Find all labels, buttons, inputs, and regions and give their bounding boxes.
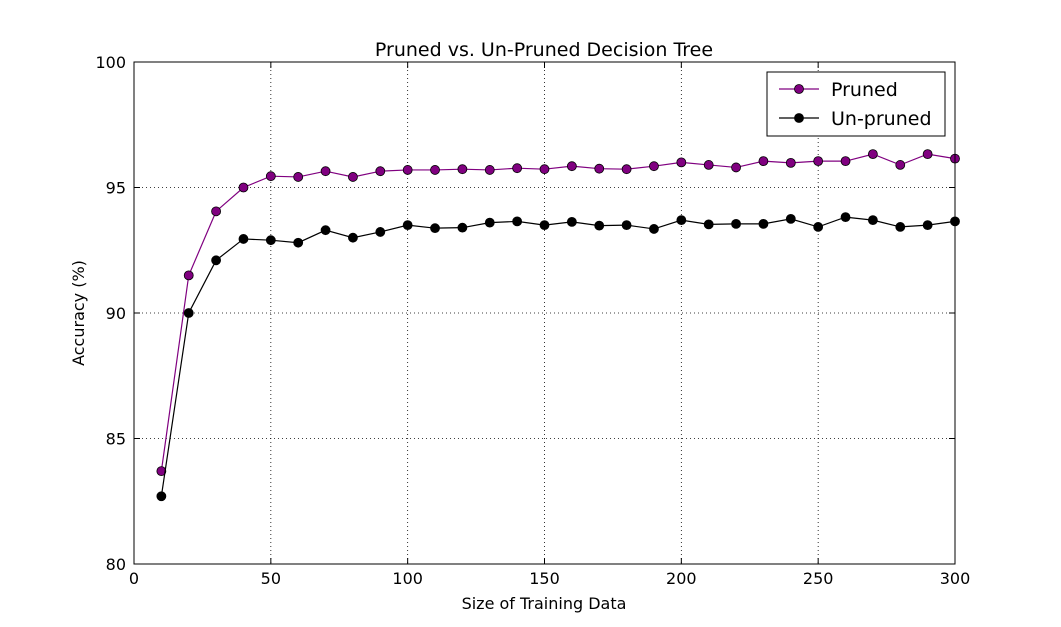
- data-point-un-pruned: [758, 218, 769, 229]
- data-point-un-pruned: [594, 220, 605, 231]
- x-tick-label: 50: [261, 569, 281, 588]
- series-pruned: [156, 149, 960, 477]
- data-point-un-pruned: [922, 220, 933, 231]
- legend: Pruned Un-pruned: [766, 71, 946, 137]
- y-tick-label: 85: [106, 430, 126, 449]
- data-point-un-pruned: [293, 237, 304, 248]
- data-point-pruned: [402, 165, 413, 175]
- legend-label-unpruned: Un-pruned: [831, 108, 932, 130]
- data-point-pruned: [238, 182, 249, 193]
- y-tick-label: 100: [95, 53, 126, 72]
- data-point-un-pruned: [375, 227, 386, 237]
- x-tick-label: 100: [392, 569, 423, 588]
- series-layer: [156, 149, 960, 502]
- data-point-pruned: [703, 160, 714, 170]
- data-point-pruned: [320, 166, 331, 177]
- data-point-un-pruned: [676, 215, 687, 226]
- x-tick-label: 150: [529, 569, 560, 588]
- x-axis-label: Size of Training Data: [462, 594, 627, 613]
- data-point-pruned: [676, 157, 687, 168]
- data-point-un-pruned: [348, 232, 358, 243]
- data-point-pruned: [375, 166, 386, 177]
- data-point-un-pruned: [457, 222, 468, 233]
- data-point-pruned: [293, 172, 304, 182]
- data-point-pruned: [539, 164, 550, 175]
- data-point-pruned: [156, 466, 167, 477]
- x-tick-label: 250: [803, 569, 834, 588]
- x-tick-label: 300: [940, 569, 971, 588]
- data-point-un-pruned: [320, 225, 331, 236]
- data-point-un-pruned: [566, 216, 577, 227]
- data-point-pruned: [649, 161, 659, 172]
- data-point-un-pruned: [265, 235, 276, 246]
- data-point-pruned: [813, 156, 824, 167]
- data-point-un-pruned: [539, 220, 550, 231]
- data-point-un-pruned: [238, 234, 249, 244]
- data-point-un-pruned: [621, 220, 632, 231]
- data-point-pruned: [758, 156, 769, 167]
- data-point-pruned: [785, 158, 796, 168]
- data-point-pruned: [484, 165, 495, 175]
- y-axis-label: Accuracy (%): [69, 260, 88, 366]
- plot-area: [134, 62, 955, 564]
- data-point-un-pruned: [183, 308, 194, 318]
- data-point-un-pruned: [703, 219, 714, 230]
- data-point-pruned: [731, 162, 741, 173]
- chart-title: Pruned vs. Un-Pruned Decision Tree: [375, 39, 713, 61]
- legend-label-pruned: Pruned: [831, 79, 898, 101]
- data-point-pruned: [211, 206, 222, 217]
- data-point-pruned: [868, 149, 878, 160]
- data-point-pruned: [621, 164, 632, 175]
- x-tick-label: 200: [666, 569, 697, 588]
- data-point-pruned: [265, 171, 276, 182]
- data-point-un-pruned: [840, 212, 851, 223]
- data-point-pruned: [840, 156, 851, 167]
- data-point-pruned: [594, 163, 605, 174]
- data-point-pruned: [512, 163, 523, 174]
- data-point-pruned: [566, 161, 577, 172]
- axis-ticks: 0 50 100 150 200 250 300 80 85 90 95 100: [95, 53, 970, 588]
- data-point-pruned: [457, 164, 468, 175]
- data-point-un-pruned: [402, 220, 413, 231]
- x-tick-label: 0: [129, 569, 139, 588]
- data-point-pruned: [430, 165, 440, 175]
- data-point-un-pruned: [211, 255, 222, 266]
- data-point-pruned: [348, 172, 358, 182]
- data-point-un-pruned: [895, 222, 906, 232]
- legend-box: [766, 71, 946, 137]
- data-point-pruned: [922, 149, 933, 160]
- data-point-un-pruned: [484, 217, 495, 228]
- data-point-pruned: [183, 270, 194, 281]
- data-point-un-pruned: [868, 215, 878, 226]
- data-point-un-pruned: [156, 491, 167, 502]
- y-tick-label: 90: [106, 304, 126, 323]
- legend-marker-unpruned: [794, 113, 804, 123]
- y-tick-label: 95: [106, 179, 126, 198]
- grid-lines: [134, 62, 955, 564]
- data-point-un-pruned: [813, 222, 824, 232]
- data-point-un-pruned: [785, 213, 796, 224]
- y-tick-label: 80: [106, 555, 126, 574]
- data-point-pruned: [895, 160, 906, 170]
- legend-marker-pruned: [794, 84, 804, 94]
- data-point-un-pruned: [731, 218, 741, 229]
- series-un-pruned: [156, 212, 960, 502]
- data-point-un-pruned: [512, 216, 523, 227]
- data-point-un-pruned: [430, 223, 440, 234]
- data-point-un-pruned: [649, 224, 659, 234]
